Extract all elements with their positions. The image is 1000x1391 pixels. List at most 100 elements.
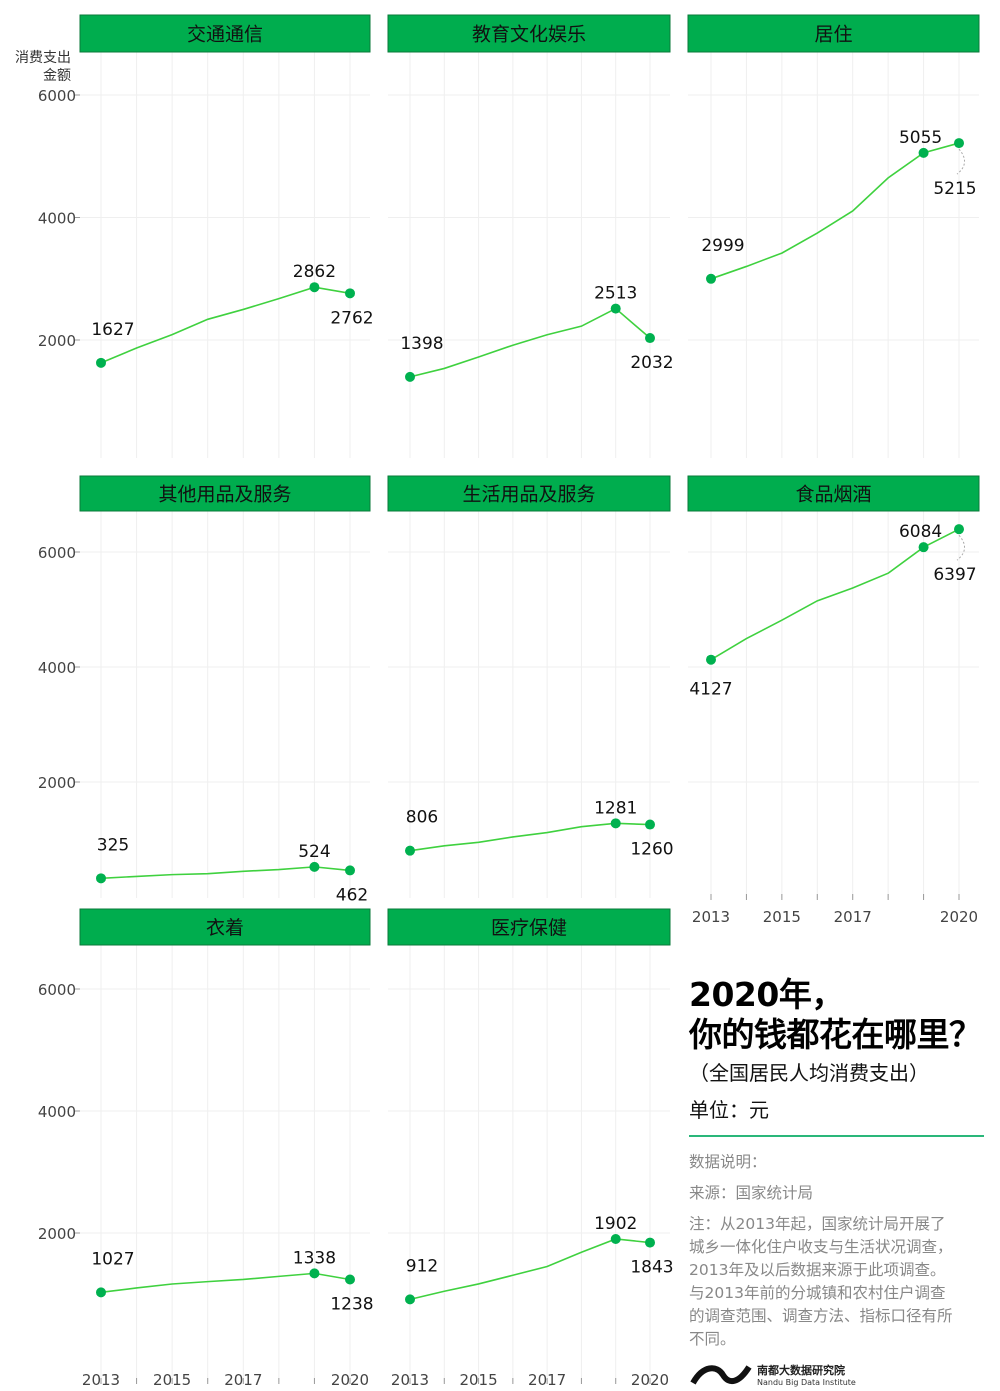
x-tick-label: 2015 <box>763 908 801 926</box>
data-label-2019: 1338 <box>293 1248 336 1268</box>
x-tick-label: 2017 <box>528 1371 566 1389</box>
data-label-2019: 1902 <box>594 1214 637 1234</box>
data-label-2020: 6397 <box>933 565 976 585</box>
data-point-2013 <box>405 1294 415 1305</box>
data-label-2013: 912 <box>406 1256 438 1276</box>
source-note: 来源：国家统计局 <box>689 1184 814 1202</box>
series-line <box>100 1272 351 1294</box>
series-line <box>710 528 960 661</box>
y-tick-label: 4000 <box>38 210 76 228</box>
x-tick-label: 2013 <box>391 1371 429 1389</box>
data-point-2020 <box>345 288 355 299</box>
methodology-note: 注：从2013年起，国家统计局开展了城乡一体化住户收支与生活状况调查，2013年… <box>689 1215 953 1348</box>
data-label-2020: 5215 <box>933 179 976 199</box>
x-tick-label: 2020 <box>940 908 978 926</box>
series-line <box>710 142 960 280</box>
data-point-2019 <box>309 861 320 872</box>
series-line <box>409 822 651 852</box>
panel-title: 居住 <box>814 24 852 46</box>
title-line2: 你的钱都花在哪里？ <box>689 1015 982 1054</box>
data-point-2020 <box>345 865 355 876</box>
data-label-2019: 5055 <box>899 128 942 148</box>
y-tick-label: 2000 <box>38 332 76 350</box>
unit-label: 单位：元 <box>689 1098 769 1122</box>
data-point-2020 <box>645 333 655 344</box>
panel-8: 医疗保健 2013 2015 2017 2020 912 1902 1843 <box>387 908 674 1389</box>
data-point-2013 <box>405 845 415 856</box>
data-point-2013 <box>706 654 716 665</box>
data-label-2020: 462 <box>336 885 368 905</box>
divider <box>689 1135 984 1137</box>
panel-7: 衣着 2000 4000 6000 2013 2015 2017 2020 1027 1338 12… <box>38 908 374 1389</box>
panel-strip <box>79 908 371 946</box>
panel-title: 其他用品及服务 <box>158 484 291 506</box>
panel-title: 衣着 <box>206 917 244 939</box>
data-label-2020: 1260 <box>630 840 673 860</box>
panel-strip <box>687 475 980 512</box>
data-point-2020 <box>954 138 964 149</box>
data-label-2020: 1238 <box>330 1294 373 1314</box>
label-connector <box>956 148 965 175</box>
x-tick-label: 2020 <box>631 1371 669 1389</box>
data-point-2020 <box>645 1237 655 1248</box>
panel-strip <box>79 14 371 53</box>
data-point-2013 <box>96 1287 106 1298</box>
y-tick-label: 4000 <box>38 1103 76 1121</box>
data-point-2020 <box>345 1274 355 1285</box>
panel-3: 居住 2999 5055 5215 <box>687 14 980 458</box>
y-tick-label: 6000 <box>38 981 76 999</box>
x-tick-label: 2015 <box>459 1371 497 1389</box>
data-point-2019 <box>610 1233 621 1244</box>
logo: 南都大数据研究院 Nandu Big Data Institute <box>689 1361 989 1387</box>
panel-6: 食品烟酒 2013 2015 2017 2020 4127 6084 6397 <box>687 475 980 926</box>
data-point-2019 <box>309 282 320 293</box>
data-point-2013 <box>96 873 106 884</box>
data-label-2019: 1281 <box>594 798 637 818</box>
data-label-2013: 1398 <box>400 334 443 354</box>
data-label-2013: 4127 <box>689 680 732 700</box>
data-label-2020: 2032 <box>630 353 673 373</box>
panel-title: 生活用品及服务 <box>462 484 595 506</box>
panel-title: 医疗保健 <box>491 917 567 939</box>
panel-strip <box>387 14 671 53</box>
data-label-2020: 1843 <box>630 1258 673 1278</box>
series-line <box>409 307 651 378</box>
data-point-2019 <box>918 147 929 158</box>
nandu-logo-icon <box>690 1365 752 1385</box>
label-connector <box>956 534 965 561</box>
x-tick-label: 2020 <box>331 1371 369 1389</box>
data-point-2019 <box>610 303 621 314</box>
y-tick-label: 6000 <box>38 87 76 105</box>
data-point-2013 <box>405 371 415 382</box>
data-label-2013: 2999 <box>701 236 744 256</box>
x-tick-label: 2017 <box>224 1371 262 1389</box>
data-point-2019 <box>610 818 621 829</box>
panel-strip <box>687 14 980 53</box>
data-label-2013: 806 <box>406 808 438 828</box>
data-label-2019: 2513 <box>594 284 637 304</box>
data-label-2013: 1027 <box>91 1249 134 1269</box>
series-line <box>100 866 351 880</box>
panel-4: 其他用品及服务 2000 4000 6000 325 524 462 <box>38 475 371 905</box>
data-label-2019: 6084 <box>899 522 942 542</box>
series-line <box>100 286 351 364</box>
y-axis-label-line2: 金额 <box>43 68 71 84</box>
data-point-2019 <box>309 1268 320 1279</box>
panel-2: 教育文化娱乐 1398 2513 2032 <box>387 14 674 458</box>
logo-en-text: Nandu Big Data Institute <box>757 1377 856 1387</box>
y-tick-label: 2000 <box>38 1225 76 1243</box>
data-label-2019: 524 <box>298 842 330 862</box>
panel-title: 交通通信 <box>187 24 263 46</box>
panel-title: 教育文化娱乐 <box>472 24 586 46</box>
y-axis-label-line1: 消费支出 <box>15 50 71 66</box>
data-point-2020 <box>645 819 655 830</box>
info-panel: 2020年， 你的钱都花在哪里？ （全国居民人均消费支出） 单位：元 数据说明：… <box>689 975 989 1387</box>
x-tick-label: 2017 <box>834 908 872 926</box>
panel-5: 生活用品及服务 806 1281 1260 <box>387 475 674 898</box>
series-line <box>409 1238 651 1301</box>
data-point-2013 <box>96 357 106 368</box>
panel-title: 食品烟酒 <box>795 484 871 506</box>
y-tick-label: 4000 <box>38 659 76 677</box>
data-point-2019 <box>918 542 929 553</box>
